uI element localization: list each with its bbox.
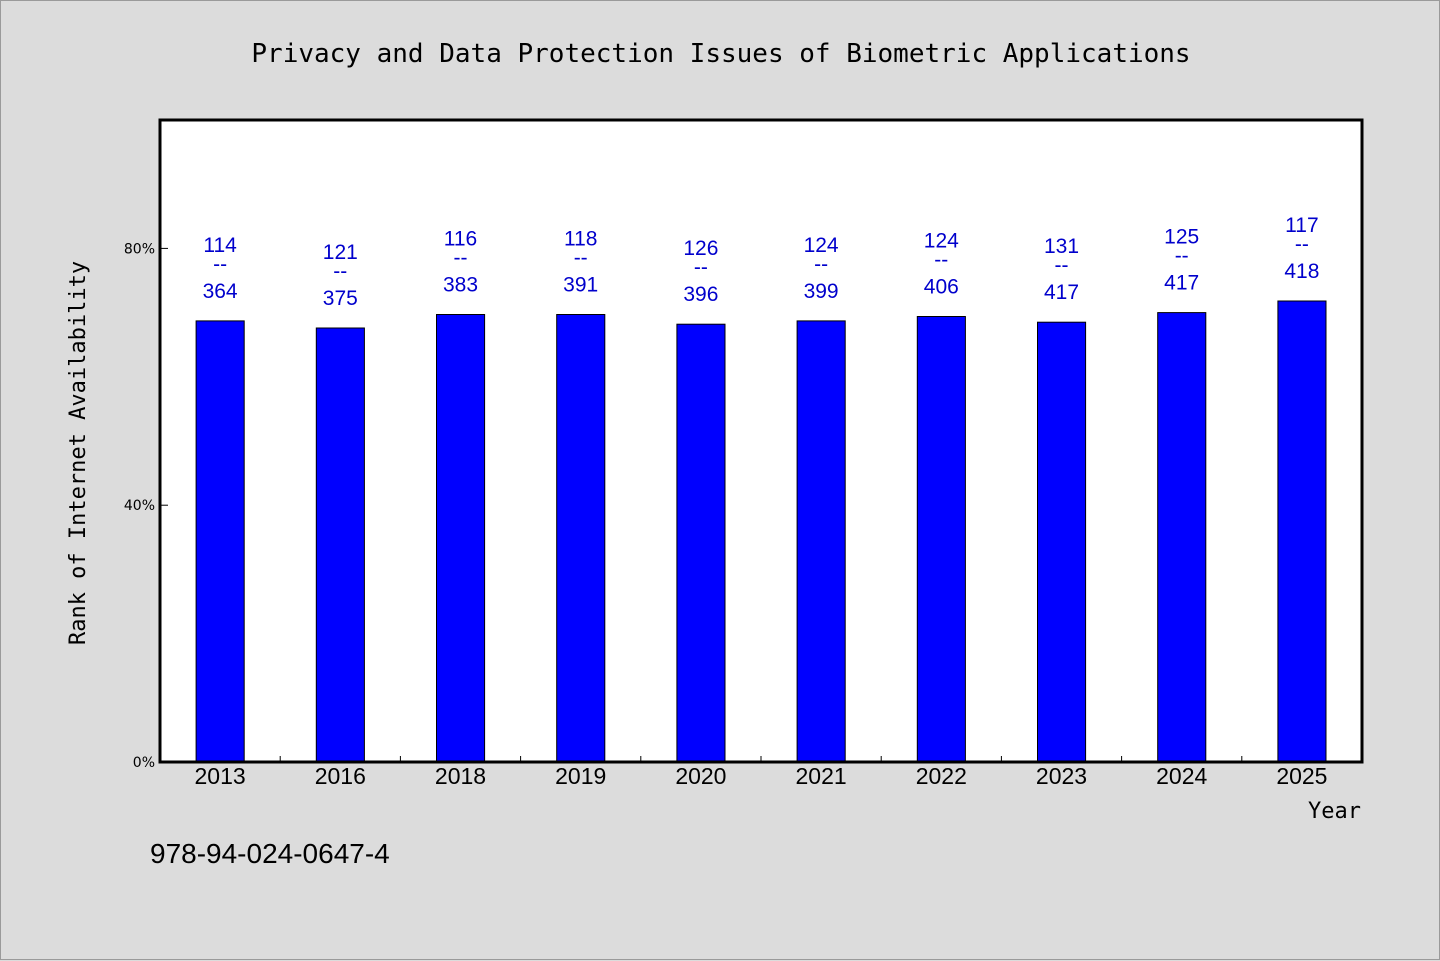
x-tick-label: 2018	[435, 763, 486, 789]
data-label-bottom: 375	[323, 287, 358, 310]
x-axis: 2013 2016 2018 2019 2020 2021 2022 2023 2024 2025	[195, 756, 1327, 789]
x-tick-label: 2019	[555, 763, 606, 789]
data-label-top: 125	[1164, 226, 1199, 249]
data-label-separator: --	[454, 247, 468, 270]
data-label-top: 116	[444, 228, 477, 251]
y-tick-label: 0%	[133, 755, 155, 771]
data-label-separator: --	[694, 256, 708, 279]
data-label-top: 118	[564, 228, 597, 251]
bar-2022	[916, 316, 966, 763]
data-label-separator: --	[1295, 233, 1309, 256]
bar-2023	[1037, 321, 1087, 763]
data-label-bottom: 383	[443, 274, 478, 297]
data-label-separator: --	[814, 253, 828, 276]
data-label-separator: --	[574, 247, 588, 270]
x-tick-label: 2023	[1036, 763, 1087, 789]
x-tick-label: 2025	[1276, 763, 1327, 789]
x-tick-label: 2013	[195, 763, 246, 789]
data-label-top: 117	[1285, 214, 1318, 237]
data-label-bottom: 417	[1044, 281, 1079, 304]
data-label-top: 121	[323, 241, 358, 264]
data-label-bottom: 418	[1284, 260, 1319, 283]
data-label-bottom: 396	[683, 283, 718, 306]
data-label-bottom: 399	[804, 280, 839, 303]
bar-2021	[796, 320, 846, 763]
x-axis-title: Year	[1308, 799, 1361, 824]
y-tick-label: 40%	[124, 498, 155, 514]
isbn-footnote: 978-94-024-0647-4	[150, 838, 390, 869]
x-tick-label: 2016	[315, 763, 366, 789]
data-label-top: 124	[924, 230, 959, 253]
data-label-bottom: 406	[924, 276, 959, 299]
bar-2020	[676, 323, 726, 763]
bar-2016	[315, 327, 365, 763]
chart-title: Privacy and Data Protection Issues of Bi…	[251, 39, 1190, 69]
data-labels-layer: 114--364121--375116--383118--391126--396…	[203, 214, 1320, 310]
bar-2025	[1277, 300, 1327, 763]
x-tick-label: 2021	[796, 763, 847, 789]
x-tick-label: 2020	[675, 763, 726, 789]
bars-layer	[195, 300, 1327, 763]
y-axis-title: Rank of Internet Availability	[66, 261, 91, 645]
data-label-separator: --	[333, 260, 347, 283]
data-label-bottom: 417	[1164, 272, 1199, 295]
bar-2019	[556, 314, 606, 763]
data-label-separator: --	[1055, 254, 1069, 277]
x-tick-label: 2024	[1156, 763, 1207, 789]
data-label-top: 114	[203, 234, 237, 257]
y-tick-label: 80%	[124, 241, 155, 257]
data-label-separator: --	[934, 249, 948, 272]
data-label-separator: --	[213, 253, 227, 276]
bar-2024	[1157, 312, 1207, 763]
data-label-top: 131	[1044, 235, 1079, 258]
data-label-bottom: 364	[203, 280, 238, 303]
bar-2018	[436, 314, 486, 763]
bar-2013	[195, 320, 245, 763]
x-tick-label: 2022	[916, 763, 967, 789]
data-label-bottom: 391	[563, 274, 598, 297]
data-label-top: 124	[804, 234, 839, 257]
data-label-separator: --	[1175, 245, 1189, 268]
y-axis: 0% 40% 80%	[124, 241, 168, 771]
data-label-top: 126	[683, 237, 718, 260]
